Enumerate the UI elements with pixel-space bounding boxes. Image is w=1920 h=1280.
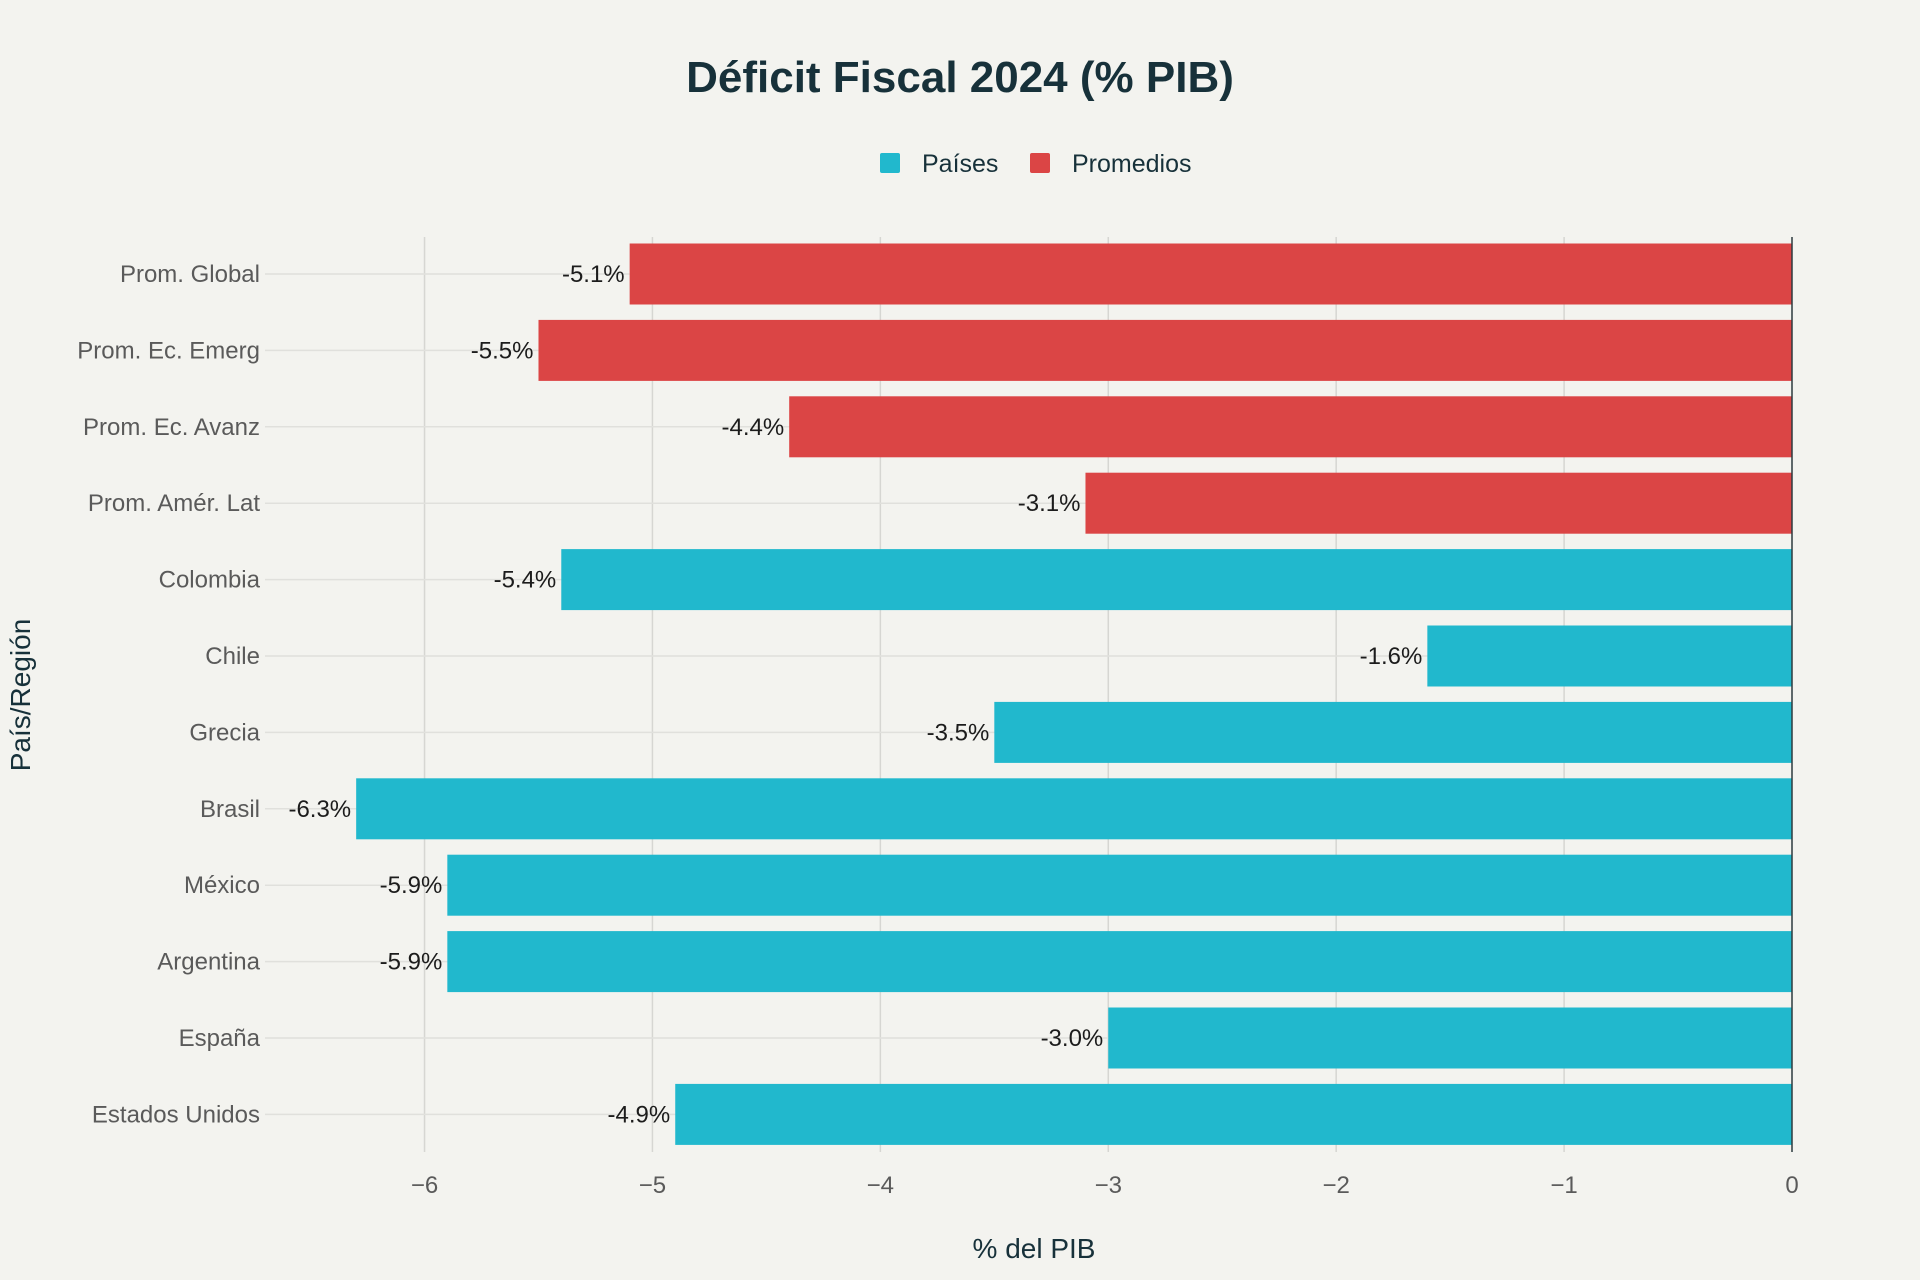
- category-label-11: Estados Unidos: [92, 1101, 260, 1128]
- data-label-10: -3.0%: [1041, 1025, 1104, 1052]
- legend-swatch-paises: [880, 153, 900, 173]
- bar-11: [675, 1083, 1793, 1145]
- y-axis-title: País/Región: [5, 619, 36, 772]
- bar-8: [447, 854, 1792, 916]
- category-label-5: Chile: [205, 643, 260, 670]
- data-label-9: -5.9%: [380, 949, 443, 976]
- bar-5: [1427, 625, 1792, 687]
- category-label-7: Brasil: [200, 796, 260, 823]
- x-tick-label-3: −3: [1095, 1172, 1122, 1199]
- data-label-6: -3.5%: [927, 719, 990, 746]
- x-tick-label-4: −2: [1322, 1172, 1349, 1199]
- data-label-4: -5.4%: [494, 567, 557, 594]
- category-label-0: Prom. Global: [120, 261, 260, 288]
- category-label-8: México: [184, 872, 260, 899]
- chart-legend: Países Promedios: [880, 150, 1192, 178]
- bar-0: [629, 243, 1792, 305]
- bar-3: [1085, 472, 1792, 534]
- category-labels: Prom. Global Prom. Ec. Emerg Prom. Ec. Ava…: [77, 261, 260, 1128]
- x-tick-label-6: 0: [1785, 1172, 1798, 1199]
- category-label-3: Prom. Amér. Lat: [88, 490, 260, 517]
- category-label-2: Prom. Ec. Avanz: [83, 414, 260, 441]
- chart-title: Déficit Fiscal 2024 (% PIB): [686, 53, 1234, 102]
- legend-swatch-promedios: [1030, 153, 1050, 173]
- data-labels: -5.1% -5.5% -4.4% -3.1% -5.4% -1.6% -3.5% -6.3%…: [288, 261, 1422, 1128]
- data-label-11: -4.9%: [608, 1101, 671, 1128]
- data-label-2: -4.4%: [721, 414, 784, 441]
- bar-1: [538, 319, 1792, 381]
- bars: [356, 243, 1793, 1145]
- data-label-8: -5.9%: [380, 872, 443, 899]
- data-label-5: -1.6%: [1360, 643, 1423, 670]
- x-tick-label-2: −4: [867, 1172, 894, 1199]
- x-tick-label-1: −5: [639, 1172, 666, 1199]
- x-tick-labels: −6 −5 −4 −3 −2 −1 0: [411, 1172, 1799, 1199]
- x-gridlines: [423, 237, 1565, 1152]
- bar-10: [1108, 1007, 1792, 1069]
- data-label-0: -5.1%: [562, 261, 625, 288]
- bar-6: [994, 701, 1792, 763]
- category-label-10: España: [179, 1025, 261, 1052]
- bar-9: [447, 931, 1792, 993]
- data-label-7: -6.3%: [288, 796, 351, 823]
- x-tick-label-0: −6: [411, 1172, 438, 1199]
- category-label-9: Argentina: [157, 949, 260, 976]
- bar-2: [789, 396, 1792, 458]
- category-label-4: Colombia: [159, 567, 261, 594]
- legend-label-paises: Países: [922, 150, 998, 178]
- category-label-1: Prom. Ec. Emerg: [77, 337, 260, 364]
- bar-7: [356, 778, 1792, 840]
- data-label-1: -5.5%: [471, 337, 534, 364]
- x-tick-label-5: −1: [1550, 1172, 1577, 1199]
- x-axis-title: % del PIB: [973, 1233, 1096, 1264]
- legend-label-promedios: Promedios: [1072, 150, 1192, 178]
- bar-4: [561, 549, 1792, 611]
- data-label-3: -3.1%: [1018, 490, 1081, 517]
- category-label-6: Grecia: [189, 719, 260, 746]
